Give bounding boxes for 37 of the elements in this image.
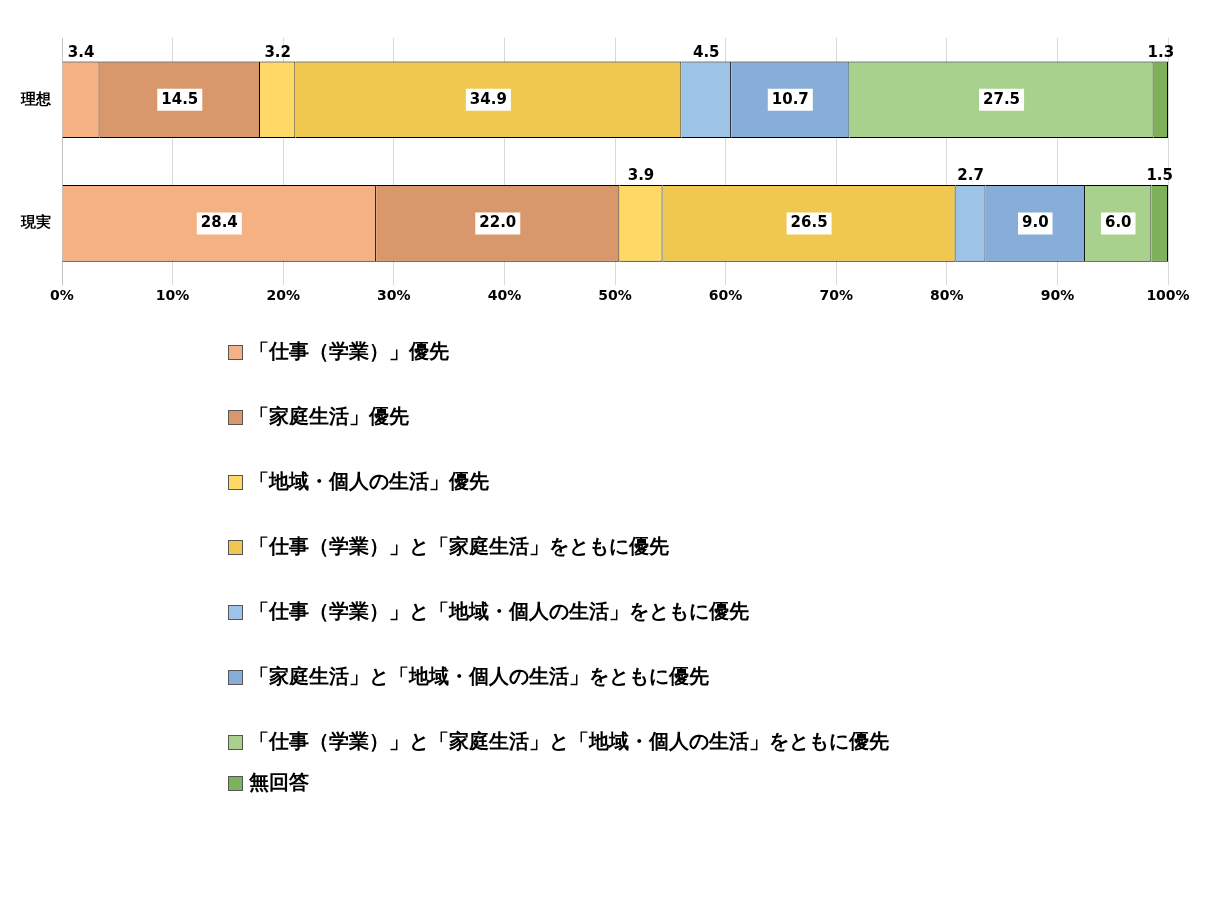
x-tick-label: 80% — [930, 287, 964, 304]
legend-label: 「仕事（学業）」と「家庭生活」をともに優先 — [249, 533, 669, 560]
legend-label: 「家庭生活」優先 — [249, 403, 409, 430]
data-label: 28.4 — [200, 213, 238, 232]
x-tick-label: 70% — [819, 287, 853, 304]
x-tick-label: 30% — [377, 287, 411, 304]
data-label: 6.0 — [1104, 213, 1132, 232]
legend-label: 「仕事（学業）」と「地域・個人の生活」をともに優先 — [249, 598, 749, 625]
x-tick-label: 10% — [155, 287, 190, 304]
data-label: 3.9 — [627, 166, 655, 185]
data-label: 14.5 — [161, 89, 199, 108]
legend-label: 「地域・個人の生活」優先 — [249, 468, 489, 495]
data-label: 1.3 — [1147, 42, 1175, 61]
data-label: 9.0 — [1021, 213, 1049, 232]
y-tick-label: 理想 — [20, 89, 52, 108]
x-tick-label: 0% — [50, 287, 74, 304]
legend-label: 「仕事（学業）」と「家庭生活」と「地域・個人の生活」をともに優先 — [249, 728, 889, 755]
data-label: 22.0 — [479, 213, 517, 232]
data-label: 3.4 — [67, 42, 95, 61]
data-label: 26.5 — [790, 213, 828, 232]
x-tick-label: 20% — [266, 287, 300, 304]
legend-label: 無回答 — [249, 769, 309, 796]
y-tick-label: 現実 — [20, 213, 51, 232]
x-tick-label: 100% — [1146, 287, 1190, 304]
legend-label: 「仕事（学業）」優先 — [249, 338, 449, 365]
data-label: 27.5 — [983, 89, 1021, 108]
data-label: 1.5 — [1146, 166, 1173, 185]
x-tick-label: 40% — [487, 287, 522, 304]
data-label: 4.5 — [692, 42, 720, 61]
data-label: 3.2 — [264, 42, 291, 61]
data-label: 34.9 — [469, 89, 507, 108]
data-label: 2.7 — [957, 166, 984, 185]
x-tick-label: 50% — [598, 287, 632, 304]
data-label: 10.7 — [771, 89, 809, 108]
legend-label: 「家庭生活」と「地域・個人の生活」をともに優先 — [249, 663, 709, 690]
x-tick-label: 90% — [1040, 287, 1075, 304]
x-tick-label: 60% — [708, 287, 743, 304]
